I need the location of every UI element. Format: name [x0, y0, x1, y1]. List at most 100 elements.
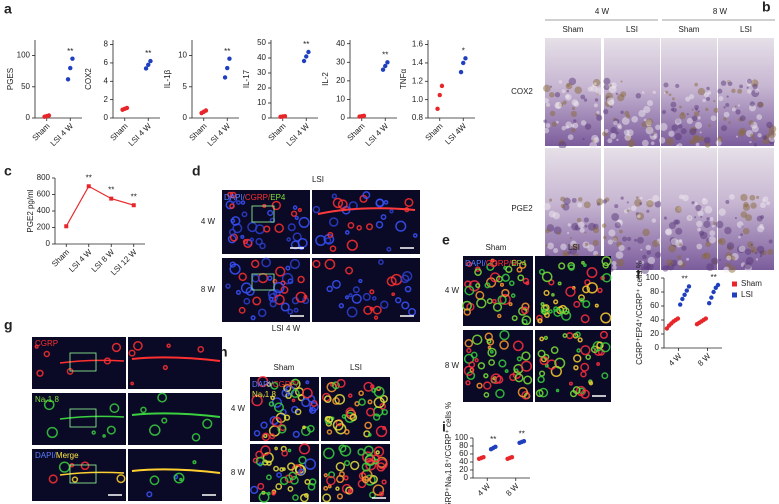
tissue-texture [723, 117, 727, 121]
tissue-texture [749, 101, 755, 107]
cell [492, 302, 503, 312]
data-point [203, 108, 209, 113]
tissue-texture [677, 260, 683, 266]
y-tick-label: 30 [257, 68, 266, 77]
y-tick-label: 50 [257, 38, 266, 47]
tissue-texture [709, 217, 714, 222]
data-point [282, 114, 288, 119]
tissue-texture [560, 196, 566, 202]
row-label: 4 W [201, 217, 216, 226]
cell [312, 259, 321, 269]
y-axis-label: TNFα [399, 69, 408, 90]
cell [352, 286, 360, 294]
tissue-texture [713, 221, 717, 225]
tissue-texture [706, 97, 710, 101]
y-tick-label: 600 [37, 190, 51, 199]
tissue-texture [665, 228, 672, 235]
cell [228, 228, 236, 236]
micrograph [545, 38, 601, 146]
cell [322, 493, 332, 503]
tissue-texture [610, 126, 617, 134]
cell [404, 197, 414, 208]
tissue-texture [755, 258, 759, 261]
fiber [131, 356, 221, 362]
column-group: 8 W [713, 7, 728, 16]
x-tick-label: LSI 4 W [67, 247, 94, 274]
cell [43, 350, 51, 358]
cell [501, 273, 510, 282]
tissue-texture [671, 124, 678, 131]
significance: ** [86, 173, 92, 182]
tissue-texture [747, 89, 752, 94]
cell [555, 388, 560, 393]
cell [270, 381, 279, 390]
cell [302, 387, 313, 399]
cell [551, 293, 555, 297]
cell [344, 230, 350, 235]
tissue-texture [640, 248, 643, 251]
stain-label: Naᵥ1.8 [252, 390, 276, 399]
data-point [684, 288, 689, 293]
tissue-texture [679, 243, 683, 247]
cell [505, 265, 513, 274]
cell [537, 349, 546, 358]
cell [243, 297, 251, 305]
cell [269, 300, 277, 308]
tissue-texture [549, 110, 556, 117]
tissue-texture [592, 226, 600, 234]
tissue-texture [727, 81, 733, 87]
tissue-texture [742, 203, 751, 211]
data-point [481, 455, 486, 460]
tissue-texture [756, 195, 760, 199]
x-tick-label: LSI 4 W [127, 121, 154, 148]
tissue-texture [719, 258, 722, 262]
tissue-texture [744, 262, 752, 270]
tissue-texture [723, 106, 726, 109]
cell [306, 424, 315, 433]
data-point [675, 316, 681, 321]
tissue-texture [577, 202, 583, 208]
tissue-texture [654, 251, 662, 259]
y-tick-label: 8 [104, 40, 109, 49]
cell [191, 432, 201, 442]
tissue-texture [634, 199, 642, 207]
y-tick-label: 0 [341, 113, 346, 122]
cell [519, 261, 527, 269]
cell [304, 458, 317, 470]
cell [572, 386, 581, 395]
tissue-texture [665, 90, 669, 94]
tissue-texture [737, 88, 743, 94]
column-label: LSI [568, 243, 580, 252]
tissue-texture [573, 119, 577, 123]
cell [241, 211, 248, 218]
tissue-texture [686, 117, 693, 125]
stain-label: DAPI/CGRP/EP4 [465, 259, 527, 268]
cell [336, 378, 346, 388]
cell [554, 357, 566, 369]
tissue-texture [616, 131, 619, 135]
tissue-texture [661, 109, 667, 115]
tissue-texture [558, 141, 567, 150]
cell [253, 429, 261, 437]
cell [261, 432, 271, 442]
stain-label: DAPI/Merge [35, 451, 79, 460]
cell [281, 272, 294, 285]
cell [293, 307, 299, 313]
tissue-texture [557, 231, 561, 235]
tissue-texture [618, 229, 623, 234]
y-axis-label: CGRP⁺Naᵥ1.8⁺/CGRP⁺ cells % [444, 402, 453, 504]
cell [366, 407, 375, 417]
cell [484, 282, 491, 289]
tissue-texture [757, 133, 762, 138]
line [65, 185, 134, 227]
cell [375, 220, 384, 229]
panel-letter: f [636, 266, 641, 282]
tissue-texture [737, 129, 745, 137]
cell [80, 461, 90, 471]
data-point [131, 203, 136, 208]
tissue-texture [558, 80, 563, 84]
cell [273, 402, 284, 413]
cell [497, 295, 507, 305]
tissue-texture [554, 101, 562, 110]
